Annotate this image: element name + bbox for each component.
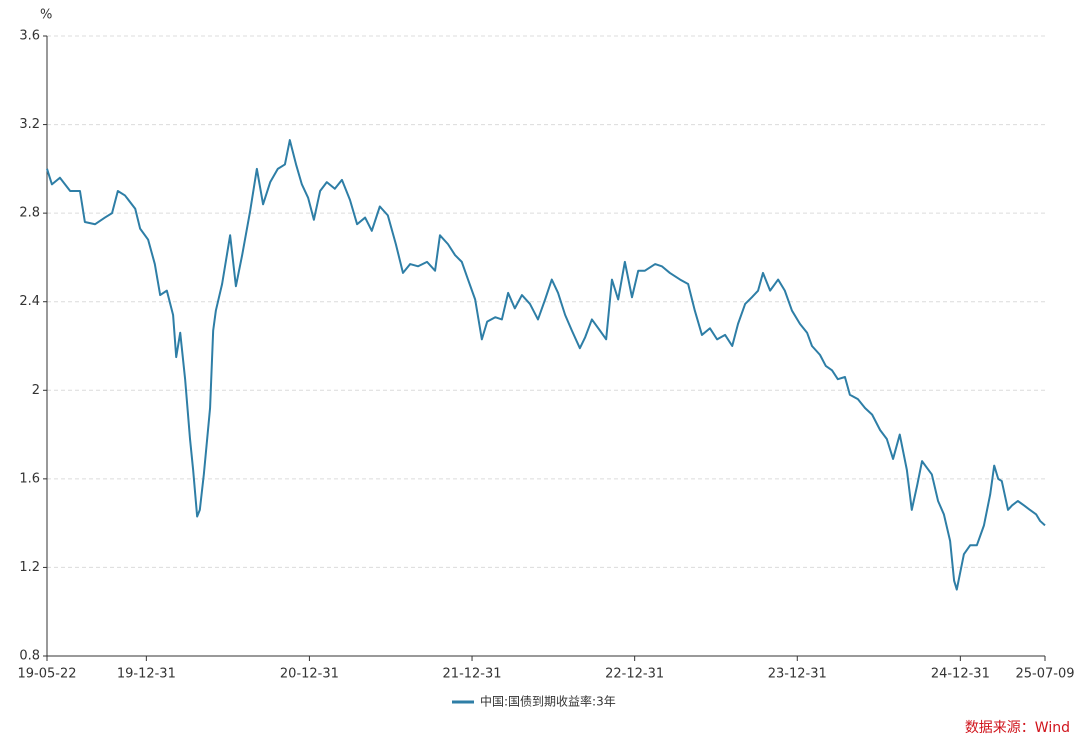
data-line: [46, 139, 1046, 591]
y-tick-label: 2.4: [19, 294, 40, 309]
source-note: 数据来源：Wind: [965, 720, 1070, 736]
y-unit: %: [40, 8, 52, 23]
y-tick-label: 3.2: [19, 117, 40, 132]
y-tick-label: 1.2: [19, 560, 40, 575]
x-tick-label: 19-05-22: [17, 667, 76, 682]
y-tick-label: 1.6: [19, 471, 40, 486]
x-tick-label: 20-12-31: [280, 667, 339, 682]
x-tick-label: 21-12-31: [443, 667, 502, 682]
x-tick-label: 23-12-31: [768, 667, 827, 682]
x-tick-label: 19-12-31: [117, 667, 176, 682]
legend-label: 中国:国债到期收益率:3年: [480, 694, 616, 709]
x-tick-label: 24-12-31: [931, 667, 990, 682]
y-tick-label: 2: [32, 383, 40, 398]
y-tick-label: 0.8: [19, 649, 40, 664]
y-tick-label: 2.8: [19, 206, 40, 221]
x-tick-label: 22-12-31: [605, 667, 664, 682]
x-tick-label: 25-07-09: [1015, 667, 1074, 682]
y-tick-label: 3.6: [19, 29, 40, 44]
